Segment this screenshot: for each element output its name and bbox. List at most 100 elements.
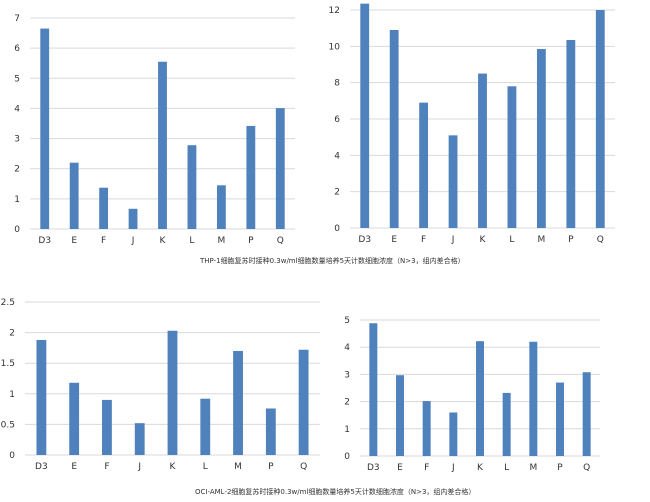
x-tick-label: L [509,235,514,245]
chart-thp1-right: 0 2 4 6 8 10 12 D3 E F J K L M P Q [329,3,615,245]
bar-k [158,61,167,230]
bar-l [200,398,211,455]
x-tick-label: F [421,235,426,245]
y-tick-label: 2.5 [1,298,15,308]
chart-oci-left: 0 0.5 1 1.5 2 2.5 D3 E F J K L M P Q [1,298,320,472]
x-tick-label: K [477,463,484,473]
y-tick-label: 0 [9,451,15,461]
bar-m [529,341,538,456]
x-tick-label: M [218,236,226,246]
bar-q [595,10,605,228]
bar-j [448,135,458,228]
y-tick-label: 6 [334,115,340,125]
y-tick-label: 0 [344,452,350,462]
caption-oci: OCI-AML-2细胞复苏时接种0.3w/ml细胞数量培养5天计数细胞浓度（N>… [195,488,476,496]
bar-e [69,162,79,229]
bar-d3 [360,3,370,229]
x-tick-label: K [160,236,167,246]
y-tick-label: 0 [14,225,20,235]
y-tick-label: 0.5 [1,420,15,430]
y-tick-label: 4 [344,343,350,353]
x-tick-label: Q [277,236,284,246]
bar-l [187,145,197,229]
bar-f [99,187,109,229]
y-tick-label: 8 [334,79,340,89]
y-tick-label: 6 [14,44,20,54]
x-tick-label: D3 [35,462,48,472]
bar-d3 [369,323,378,456]
bar-f [419,102,429,228]
x-tick-label: L [203,462,208,472]
y-tick-label: 10 [329,42,341,52]
bar-d3 [36,339,47,455]
x-tick-label: E [71,462,77,472]
y-tick-label: 4 [334,151,340,161]
bar-m [216,185,226,229]
bar-m [536,49,546,228]
y-tick-label: 2 [334,188,340,198]
bar-f [102,399,112,455]
x-tick-label: P [248,236,254,246]
chart-thp1-left: 0 1 2 3 4 5 6 7 D3 E F J K L M P Q [14,14,295,246]
bar-q [582,372,591,456]
bar-k [476,341,484,456]
x-tick-label: P [557,463,563,473]
x-tick-label: L [189,236,194,246]
x-tick-label: E [391,235,397,245]
y-tick-label: 1.5 [1,359,15,369]
y-tick-label: 2 [9,329,15,339]
x-tick-label: P [268,462,274,472]
x-tick-label: J [451,463,455,473]
y-tick-label: 5 [344,316,350,326]
x-tick-label: J [137,462,141,472]
x-tick-label: Q [597,235,604,245]
bar-d3 [40,28,50,229]
y-tick-label: 0 [334,224,340,234]
y-tick-label: 4 [14,104,20,114]
y-tick-label: 2 [344,398,350,408]
y-tick-label: 12 [329,6,340,16]
x-tick-label: J [131,236,135,246]
bar-f [422,401,431,456]
x-tick-label: J [451,235,455,245]
y-tick-label: 3 [14,135,20,145]
bar-j [134,423,145,455]
x-tick-label: E [397,463,403,473]
bar-q [275,108,285,229]
x-tick-label: M [529,463,537,473]
bar-q [298,349,309,455]
x-tick-label: P [568,235,574,245]
bar-j [128,208,138,229]
y-tick-label: 2 [14,165,20,175]
bar-l [507,86,517,228]
chart-oci-right: 0 1 2 3 4 5 D3 E F J K L M P Q [344,316,600,473]
bar-e [389,29,399,228]
bar-p [246,125,256,229]
bar-j [449,412,458,456]
x-tick-label: Q [583,463,590,473]
x-tick-label: F [104,462,109,472]
bar-p [566,39,576,228]
bar-l [502,392,511,456]
x-tick-label: D3 [367,463,380,473]
y-tick-label: 1 [14,195,20,205]
x-tick-label: F [101,236,106,246]
y-tick-label: 5 [14,74,20,84]
x-tick-label: Q [300,462,307,472]
y-tick-label: 7 [14,14,20,24]
x-tick-label: L [504,463,509,473]
x-tick-label: F [424,463,429,473]
y-tick-label: 1 [344,425,350,435]
bar-e [396,375,404,456]
bar-m [233,350,243,455]
x-tick-label: M [538,235,546,245]
x-tick-label: E [71,236,77,246]
x-tick-label: D3 [38,236,51,246]
bar-k [478,73,487,228]
y-tick-label: 1 [9,390,15,400]
bar-p [265,408,276,455]
bar-e [69,382,80,455]
y-tick-label: 3 [344,370,350,380]
x-tick-label: M [234,462,242,472]
caption-thp1: THP-1细胞复苏时接种0.3w/ml细胞数量培养5天计数细胞浓度（N>3，组内… [200,257,465,265]
